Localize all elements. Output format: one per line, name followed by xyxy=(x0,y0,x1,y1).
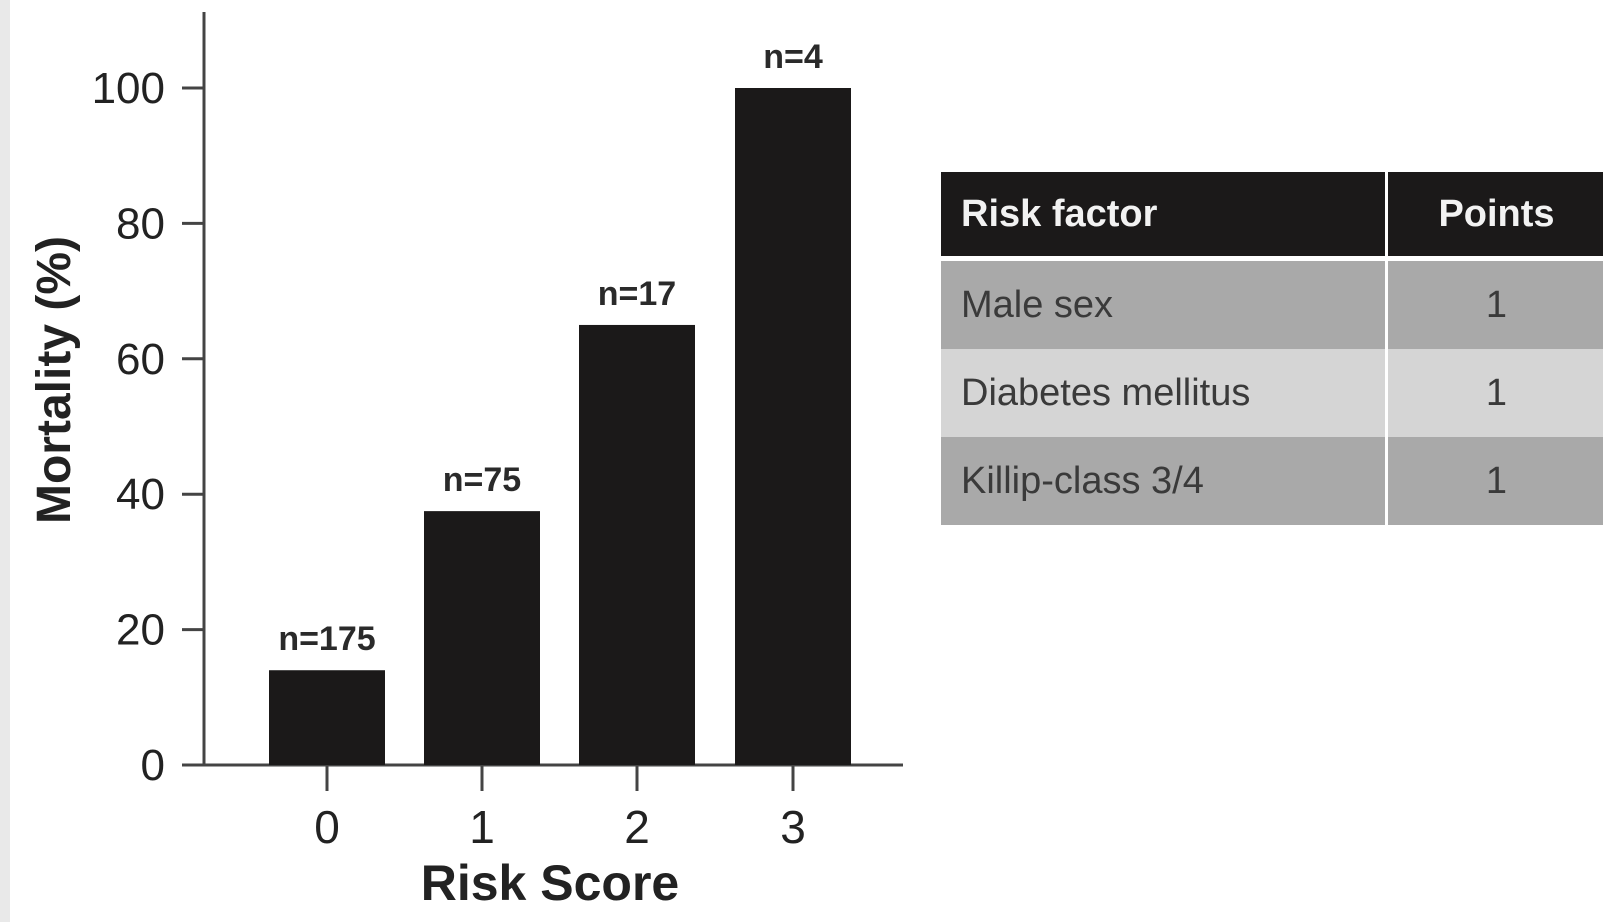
risk-factor-cell: Killip-class 3/4 xyxy=(941,437,1387,525)
chart-labels: 0 20 40 60 80 100 0 n=175 1 n=75 2 n=17 3 n=4 xyxy=(92,38,823,853)
bar xyxy=(579,324,695,765)
x-tick-label: 3 xyxy=(780,801,806,853)
table-row: Killip-class 3/4 1 xyxy=(941,437,1603,525)
points-cell: 1 xyxy=(1385,258,1603,349)
bar-data-label: n=17 xyxy=(598,275,676,313)
bar-data-label: n=75 xyxy=(443,461,521,499)
y-axis-title: Mortality (%) xyxy=(28,236,81,524)
bar xyxy=(269,670,385,765)
chart-bars xyxy=(269,88,851,765)
y-tick-label: 0 xyxy=(141,741,165,790)
bar-data-label: n=4 xyxy=(763,38,823,76)
y-tick-label: 100 xyxy=(92,64,165,113)
header-points: Points xyxy=(1385,172,1603,261)
header-risk-factor: Risk factor xyxy=(941,172,1387,261)
y-tick-label: 20 xyxy=(116,606,165,655)
table-row: Diabetes mellitus 1 xyxy=(941,349,1603,437)
points-cell: 1 xyxy=(1385,349,1603,437)
bar-chart: 0 20 40 60 80 100 0 n=175 1 n=75 2 n=17 3 n=4 Risk Sc… xyxy=(28,12,903,911)
x-axis-title: Risk Score xyxy=(421,855,679,911)
table-header-row: Risk factor Points xyxy=(941,172,1603,261)
y-tick-label: 40 xyxy=(116,470,165,519)
risk-factor-table: Risk factor Points Male sex 1 Diabetes m… xyxy=(941,172,1603,525)
y-tick-label: 80 xyxy=(116,199,165,248)
risk-factor-cell: Male sex xyxy=(941,258,1387,349)
bar xyxy=(735,88,851,765)
table-row: Male sex 1 xyxy=(941,258,1603,349)
points-cell: 1 xyxy=(1385,437,1603,525)
x-tick-label: 2 xyxy=(624,801,650,853)
bar xyxy=(424,511,540,765)
risk-factor-cell: Diabetes mellitus xyxy=(941,349,1387,437)
bar-data-label: n=175 xyxy=(278,620,375,658)
figure-canvas: 0 20 40 60 80 100 0 n=175 1 n=75 2 n=17 3 n=4 Risk Sc… xyxy=(10,0,1603,922)
x-tick-label: 0 xyxy=(314,801,340,853)
x-tick-label: 1 xyxy=(469,801,495,853)
y-tick-label: 60 xyxy=(116,335,165,384)
